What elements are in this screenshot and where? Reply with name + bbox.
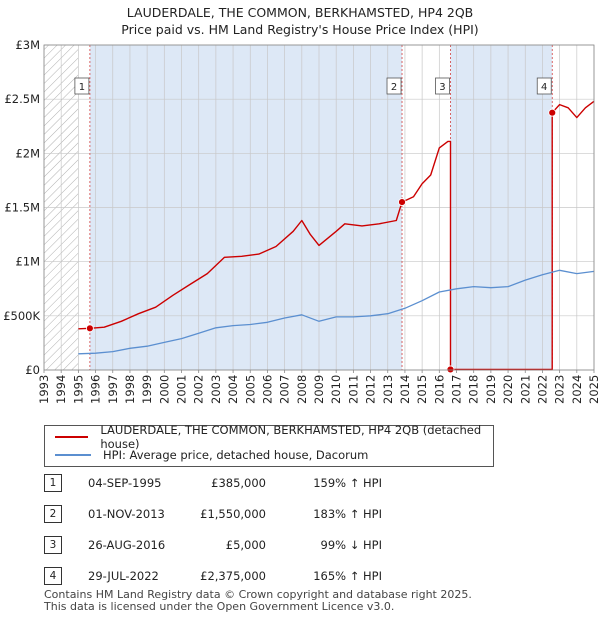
y-tick-label: £2.5M: [4, 92, 40, 106]
x-tick-label: 2004: [226, 375, 240, 404]
legend-item-hpi: HPI: Average price, detached house, Daco…: [55, 447, 368, 463]
marker-badge-label: 3: [439, 82, 445, 93]
row-hpi-change: 165% ↑ HPI: [313, 569, 382, 583]
x-tick-label: 2005: [243, 375, 257, 404]
y-tick-label: £0: [25, 363, 40, 377]
x-tick-label: 1999: [140, 375, 154, 404]
x-tick-label: 2006: [260, 375, 274, 404]
chart-title: LAUDERDALE, THE COMMON, BERKHAMSTED, HP4…: [126, 5, 474, 20]
y-tick-label: £1M: [15, 255, 40, 269]
x-tick-label: 1993: [37, 375, 51, 404]
x-tick-label: 2007: [278, 375, 292, 404]
row-price: £2,375,000: [200, 569, 266, 583]
x-tick-label: 2024: [570, 375, 584, 404]
marker-badge-label: 2: [391, 82, 397, 93]
x-tick-label: 2020: [501, 375, 515, 404]
x-tick-label: 2002: [192, 375, 206, 404]
row-hpi-change: 183% ↑ HPI: [313, 507, 382, 521]
sale-point: [446, 365, 455, 374]
x-tick-label: 1996: [89, 375, 103, 404]
table-row: 2 01-NOV-2013 £1,550,000 183% ↑ HPI: [44, 505, 544, 525]
legend-label-property: LAUDERDALE, THE COMMON, BERKHAMSTED, HP4…: [100, 423, 482, 451]
legend-swatch-hpi: [55, 454, 91, 456]
x-tick-label: 2025: [587, 375, 600, 404]
x-tick-label: 2010: [329, 375, 343, 404]
row-hpi-change: 99% ↓ HPI: [320, 538, 382, 552]
footer: Contains HM Land Registry data © Crown c…: [44, 589, 472, 613]
row-date: 29-JUL-2022: [88, 569, 159, 583]
x-tick-label: 1994: [54, 375, 68, 404]
row-badge: 2: [44, 505, 62, 523]
x-tick-label: 2012: [364, 375, 378, 404]
marker-badge-label: 1: [79, 82, 85, 93]
row-hpi-change: 159% ↑ HPI: [313, 476, 382, 490]
x-tick-label: 2003: [209, 375, 223, 404]
series-line-property: [78, 100, 595, 371]
x-tick-label: 2017: [450, 375, 464, 404]
series-lines: [78, 100, 595, 371]
sale-points: [85, 108, 557, 374]
y-tick-label: £3M: [15, 38, 40, 52]
row-date: 01-NOV-2013: [88, 507, 165, 521]
x-tick-label: 2014: [398, 375, 412, 404]
row-badge: 1: [44, 474, 62, 492]
sale-point: [398, 198, 406, 206]
series-line-hpi: [78, 269, 595, 355]
marker-badge-label: 4: [541, 82, 547, 93]
x-tick-label: 2015: [415, 375, 429, 404]
x-tick-label: 1997: [106, 375, 120, 404]
marker-badge: [386, 77, 402, 95]
table-row: 4 29-JUL-2022 £2,375,000 165% ↑ HPI: [44, 567, 544, 587]
x-tick-label: 2001: [175, 375, 189, 404]
x-tick-label: 2013: [381, 375, 395, 404]
x-tick-label: 2000: [157, 375, 171, 404]
x-tick-label: 2023: [553, 375, 567, 404]
x-tick-label: 2022: [535, 375, 549, 404]
y-tick-label: £500K: [3, 309, 40, 323]
sale-point: [85, 324, 94, 333]
x-tick-label: 2011: [346, 375, 360, 404]
table-row: 3 26-AUG-2016 £5,000 99% ↓ HPI: [44, 536, 544, 556]
row-badge: 3: [44, 536, 62, 554]
marker-badge: [435, 77, 450, 95]
x-tick-label: 1998: [123, 375, 137, 404]
x-tick-label: 2021: [518, 375, 532, 404]
table-row: 1 04-SEP-1995 £385,000 159% ↑ HPI: [44, 474, 544, 494]
legend-label-hpi: HPI: Average price, detached house, Daco…: [103, 448, 369, 462]
row-price: £5,000: [225, 538, 266, 552]
axes: £0 £500K £1M £1.5M £2M £2.5M £3M 1993 1994 1995 19…: [3, 38, 600, 404]
y-tick-label: £1.5M: [4, 201, 40, 215]
legend-item-property: LAUDERDALE, THE COMMON, BERKHAMSTED, HP4…: [55, 423, 493, 451]
y-tick-label: £2M: [15, 146, 40, 160]
x-tick-label: 2008: [295, 375, 309, 404]
row-price: £385,000: [211, 476, 266, 490]
sale-point: [548, 108, 557, 117]
legend-swatch-property: [55, 436, 89, 438]
x-tick-label: 2009: [312, 375, 326, 404]
chart-subtitle: Price paid vs. HM Land Registry's House …: [121, 22, 479, 37]
x-tick-label: 2018: [467, 375, 481, 404]
x-tick-label: 2019: [484, 375, 498, 404]
x-tick-label: 1995: [71, 375, 85, 404]
marker-badges: 1 2 3 4: [74, 77, 552, 95]
row-date: 04-SEP-1995: [88, 476, 162, 490]
row-price: £1,550,000: [200, 507, 266, 521]
row-badge: 4: [44, 567, 62, 585]
footer-line-1: Contains HM Land Registry data © Crown c…: [44, 588, 472, 601]
x-tick-label: 2016: [432, 375, 446, 404]
chart-title-block: LAUDERDALE, THE COMMON, BERKHAMSTED, HP4…: [0, 4, 600, 38]
row-date: 26-AUG-2016: [88, 538, 166, 552]
gridlines: [43, 44, 595, 371]
footer-line-2: This data is licensed under the Open Gov…: [44, 600, 395, 613]
marker-badge: [536, 77, 552, 95]
legend: LAUDERDALE, THE COMMON, BERKHAMSTED, HP4…: [44, 423, 494, 467]
marker-badge: [74, 77, 90, 95]
